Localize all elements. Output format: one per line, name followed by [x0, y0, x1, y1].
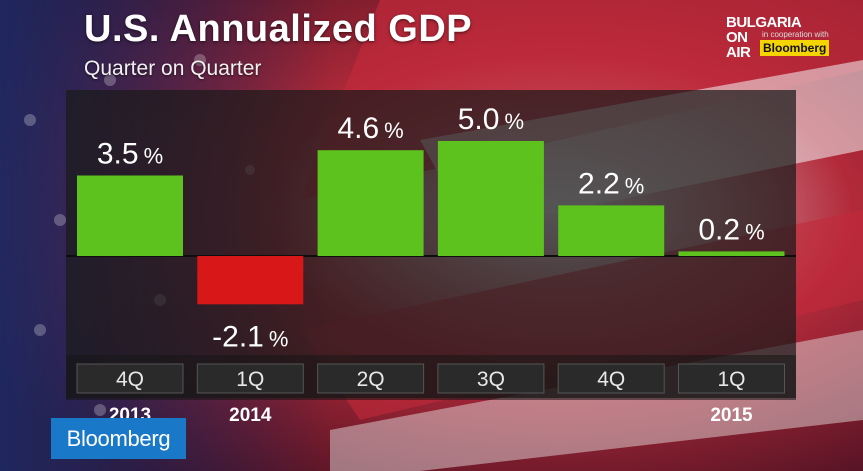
- bar-4: [437, 141, 544, 256]
- bar-value-label-6: 0.2%: [698, 213, 764, 246]
- year-label-6: 2015: [710, 405, 753, 426]
- bar-1: [77, 175, 183, 256]
- bulgaria-on-air-logo: BULGARIA ON AIR in cooperation with Bloo…: [722, 14, 840, 64]
- quarter-label-2: 1Q: [236, 368, 264, 391]
- bloomberg-logo: Bloomberg: [51, 418, 186, 459]
- quarter-label-box-2: [196, 363, 304, 394]
- chart-title: U.S. Annualized GDP: [84, 8, 473, 50]
- bar-3: [317, 150, 424, 256]
- bar-value-label-2: -2.1%: [212, 320, 288, 353]
- quarter-label-1: 4Q: [116, 368, 144, 391]
- quarter-label-box-5: [557, 363, 665, 394]
- bar-value-label-4: 5.0%: [458, 103, 524, 136]
- year-label-2: 2014: [229, 405, 272, 426]
- quarter-label-box-3: [317, 363, 425, 394]
- bar-value-label-1: 3.5%: [97, 138, 163, 171]
- quarter-label-4: 3Q: [477, 368, 505, 391]
- bar-value-label-5: 2.2%: [578, 167, 644, 200]
- logo-line-2: ON: [726, 29, 748, 46]
- quarter-label-6: 1Q: [717, 368, 745, 391]
- bar-2: [197, 256, 304, 305]
- quarter-label-box-1: [76, 363, 184, 394]
- quarter-label-box-4: [437, 363, 545, 394]
- quarter-label-5: 4Q: [597, 368, 625, 391]
- quarter-label-box-6: [678, 363, 785, 394]
- bar-value-label-3: 4.6%: [337, 112, 403, 145]
- logo-partner-badge: Bloomberg: [760, 40, 830, 56]
- logo-line-3: AIR: [726, 44, 751, 61]
- bar-5: [558, 205, 665, 256]
- quarter-label-3: 2Q: [357, 368, 385, 391]
- bar-6: [678, 251, 785, 256]
- logo-line-1: BULGARIA: [726, 14, 802, 31]
- logo-cooperation-text: in cooperation with: [762, 30, 829, 39]
- chart-subtitle: Quarter on Quarter: [84, 57, 262, 80]
